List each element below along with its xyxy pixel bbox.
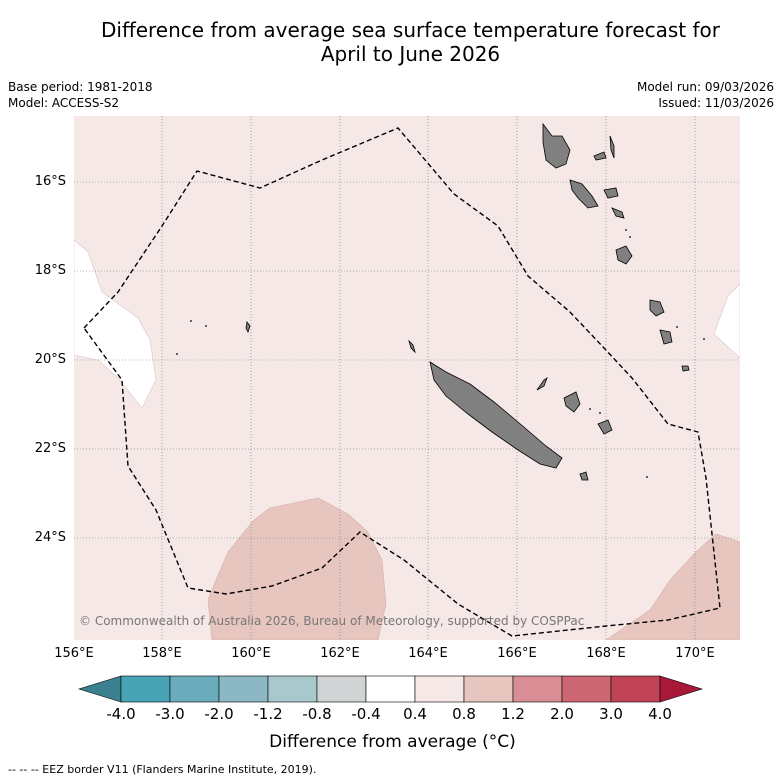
model-run-text: Model run: 09/03/2026 — [636, 80, 774, 94]
colorbar-segment — [414, 675, 465, 703]
colorbar-label: -0.8 — [302, 705, 332, 723]
island-efate — [615, 245, 633, 265]
lon-label-164e: 164°E — [408, 646, 448, 661]
small-islets — [176, 229, 705, 478]
model-info: Base period: 1981-2018 Model: ACCESS-S2 — [8, 79, 153, 111]
colorbar-segment — [267, 675, 318, 703]
island-mare — [597, 419, 613, 435]
colorbar-label: 1.2 — [501, 705, 525, 723]
title-line-1: Difference from average sea surface temp… — [100, 18, 720, 42]
lat-label-22s: 22°S — [34, 441, 66, 456]
colorbar-segment — [365, 675, 416, 703]
colorbar-label: -3.0 — [155, 705, 185, 723]
colorbar-segment — [218, 675, 269, 703]
colorbar-label: 0.8 — [452, 705, 476, 723]
island-lifou — [563, 391, 581, 413]
run-info: Model run: 09/03/2026 Issued: 11/03/2026 — [637, 79, 774, 111]
islet — [625, 229, 627, 231]
colorbar-label: 3.0 — [599, 705, 623, 723]
colorbar-segment — [169, 675, 220, 703]
lon-label-156e: 156°E — [54, 646, 94, 661]
lon-label-160e: 160°E — [231, 646, 271, 661]
island-pentecost — [603, 187, 619, 199]
colorbar-label: -1.2 — [253, 705, 283, 723]
lon-label-170e: 170°E — [675, 646, 715, 661]
lon-label-158e: 158°E — [142, 646, 182, 661]
islet — [599, 412, 601, 414]
issued-text: Issued: 11/03/2026 — [658, 96, 774, 110]
colorbar-label: -0.4 — [351, 705, 381, 723]
islet — [176, 353, 178, 355]
lon-label-168e: 168°E — [586, 646, 626, 661]
island-malekula — [569, 179, 599, 209]
island-ambae — [593, 151, 607, 161]
island-chesterfield — [245, 321, 251, 334]
island-belep — [408, 339, 416, 354]
island-aneityum — [681, 365, 690, 372]
land-masses — [245, 122, 690, 481]
copyright-text: © Commonwealth of Australia 2026, Bureau… — [79, 614, 585, 628]
lat-label-16s: 16°S — [34, 174, 66, 189]
lon-label-166e: 166°E — [497, 646, 537, 661]
colorbar-label: 2.0 — [550, 705, 574, 723]
model-text: Model: ACCESS-S2 — [8, 96, 120, 110]
new-caledonia-island — [429, 361, 563, 469]
colorbar-segment — [463, 675, 514, 703]
colorbar-title: Difference from average (°C) — [269, 732, 516, 752]
gridlines — [74, 116, 740, 640]
anomaly-zone-warm-south — [207, 497, 387, 640]
lat-label-18s: 18°S — [34, 263, 66, 278]
islet — [676, 326, 678, 328]
chart-title: Difference from average sea surface temp… — [40, 18, 781, 66]
colorbar-label: 0.4 — [403, 705, 427, 723]
island-isle-of-pines — [579, 471, 589, 481]
base-period-text: Base period: 1981-2018 — [8, 80, 153, 94]
eez-border — [83, 127, 721, 637]
colorbar-label: -4.0 — [106, 705, 136, 723]
anomaly-zone-warm-southeast — [605, 533, 740, 640]
lat-label-24s: 24°S — [34, 530, 66, 545]
map-background — [74, 116, 740, 640]
anomaly-zone-neutral-east — [713, 283, 740, 359]
colorbar-segment — [316, 675, 367, 703]
colorbar-extend-high — [659, 675, 704, 703]
island-espiritu-santo — [542, 122, 571, 169]
island-ouvea — [536, 376, 548, 391]
lon-label-162e: 162°E — [320, 646, 360, 661]
islet — [703, 338, 705, 340]
island-epi — [611, 207, 625, 219]
island-maewo — [609, 135, 615, 159]
colorbar-segment — [512, 675, 563, 703]
eez-legend-text: -- -- -- EEZ border V11 (Flanders Marine… — [8, 763, 317, 776]
colorbar-segment — [120, 675, 171, 703]
colorbar-extend-low — [77, 675, 122, 703]
title-line-2: April to June 2026 — [320, 42, 501, 66]
colorbar-label: 4.0 — [648, 705, 672, 723]
colorbar — [77, 675, 704, 703]
islet — [589, 408, 591, 410]
islet — [205, 325, 207, 327]
colorbar-segment — [610, 675, 661, 703]
colorbar-segment — [561, 675, 612, 703]
anomaly-zone-neutral-west — [74, 239, 157, 409]
island-erromango — [649, 299, 665, 317]
lat-label-20s: 20°S — [34, 352, 66, 367]
island-tanna — [659, 329, 673, 345]
islet — [646, 476, 648, 478]
islet — [629, 236, 631, 238]
colorbar-label: -2.0 — [204, 705, 234, 723]
islet — [190, 320, 192, 322]
